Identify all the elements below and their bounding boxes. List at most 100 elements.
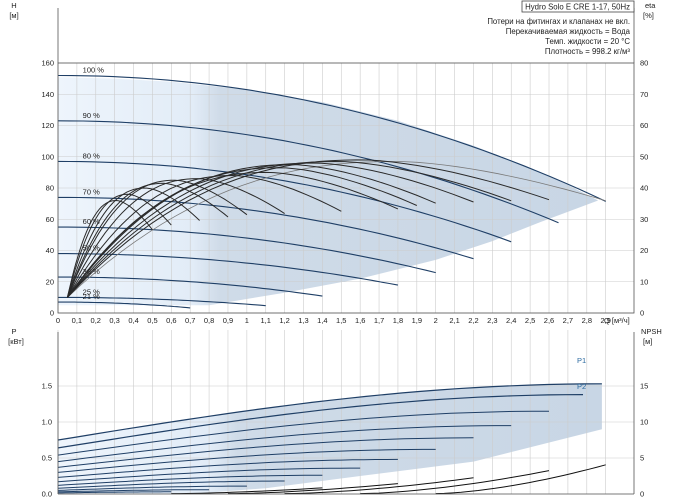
npsh-curve: [228, 483, 398, 495]
x-tick-label: 0,9: [223, 316, 233, 325]
x-tick-label: 1,4: [317, 316, 327, 325]
power-curve: [58, 383, 602, 441]
power-curve: [58, 485, 247, 491]
top-efficiency-curves: [66, 159, 606, 298]
x-tick-label: 1,6: [355, 316, 365, 325]
power-curve: [58, 410, 550, 456]
power-curve: [58, 467, 361, 483]
efficiency-curve: [66, 171, 399, 298]
speed-curve: [58, 120, 559, 224]
x-tick-label: 0,3: [109, 316, 119, 325]
power-curve: [58, 458, 398, 478]
speed-curve-label: 70 %: [83, 187, 100, 196]
y-tick-label: 0: [50, 309, 54, 318]
speed-curve-label: 80 %: [83, 151, 100, 160]
efficiency-curve: [66, 199, 153, 298]
x-tick-label: 2,3: [487, 316, 497, 325]
top-region-layer: [58, 77, 599, 306]
speed-curve: [58, 296, 266, 307]
series-label-p1: P1: [577, 356, 586, 365]
p-tick-label: 0.5: [42, 454, 52, 463]
power-curve: [58, 474, 323, 486]
x-axis-label: Q [м³/ч]: [604, 316, 630, 325]
power-curve: [58, 437, 474, 468]
x-tick-label: 0: [56, 316, 60, 325]
efficiency-curve: [66, 187, 200, 298]
x-tick-label: 1,9: [412, 316, 422, 325]
y2-tick-label: 70: [640, 90, 648, 99]
x-tick-label: 0,6: [166, 316, 176, 325]
power-curve: [58, 489, 210, 493]
x-tick-label: 0,7: [185, 316, 195, 325]
x-tick-label: 2,6: [544, 316, 554, 325]
info-title-box: [521, 0, 635, 13]
bottom-npsh-curves: [171, 464, 606, 495]
x-tick-label: 2,4: [506, 316, 516, 325]
x-tick-label: 2,2: [468, 316, 478, 325]
y2-tick-label: 60: [640, 121, 648, 130]
speed-curve: [58, 74, 606, 202]
x-tick-label: 0,4: [128, 316, 138, 325]
efficiency-curve: [66, 174, 342, 298]
p-axis-unit: [кВт]: [8, 337, 24, 346]
y-tick-label: 100: [41, 152, 54, 161]
speed-curve-label: 21 %: [83, 292, 100, 301]
npsh-curve: [360, 470, 550, 495]
y-tick-label: 140: [41, 90, 54, 99]
npsh-curve: [284, 477, 474, 495]
x-tick-label: 2,8: [582, 316, 592, 325]
speed-curve: [58, 226, 436, 274]
speed-curve: [58, 301, 191, 309]
speed-curve-label: 25 %: [83, 287, 100, 296]
npsh-tick-label: 10: [640, 418, 648, 427]
x-tick-label: 1,2: [279, 316, 289, 325]
x-tick-label: 1,8: [393, 316, 403, 325]
y-axis-unit-head: [м]: [9, 11, 18, 20]
npsh-axis-unit: [м]: [643, 337, 652, 346]
info-line-1: Потери на фитингах и клапанах не вкл.: [487, 17, 630, 26]
x-tick-label: 0,2: [91, 316, 101, 325]
speed-curve-label: 50 %: [83, 244, 100, 253]
y2-tick-label: 80: [640, 59, 648, 68]
power-curve: [58, 394, 584, 449]
p-tick-label: 1.5: [42, 382, 52, 391]
y-axis-label-head: H: [11, 1, 16, 10]
operating-region: [58, 77, 599, 306]
x-tick-label: 1: [245, 316, 249, 325]
info-title: Hydro Solo E CRE 1-17, 50Hz: [525, 3, 630, 12]
x-tick-label: 1,1: [261, 316, 271, 325]
y2-tick-label: 10: [640, 277, 648, 286]
npsh-tick-label: 5: [640, 454, 644, 463]
speed-curve: [58, 160, 512, 243]
y-tick-label: 80: [46, 184, 54, 193]
speed-curve: [58, 253, 399, 286]
series-label-p2: P2: [577, 382, 586, 391]
p-tick-label: 1.0: [42, 418, 52, 427]
efficiency-curve: [67, 164, 436, 298]
x-tick-label: 2,7: [563, 316, 573, 325]
power-curve: [58, 448, 436, 473]
x-tick-label: 2: [434, 316, 438, 325]
power-curve: [58, 480, 285, 489]
info-line-2: Перекачиваемая жидкость = Вода: [506, 27, 631, 36]
y2-tick-label: 30: [640, 215, 648, 224]
info-box: Hydro Solo E CRE 1-17, 50Hz Потери на фи…: [487, 0, 635, 56]
speed-curve-label: 100 %: [83, 66, 105, 75]
speed-curve-label: 90 %: [83, 111, 100, 120]
x-tick-label: 0,8: [204, 316, 214, 325]
efficiency-curve: [67, 162, 474, 298]
p-axis-label: P: [11, 327, 16, 336]
x-tick-label: 1,5: [336, 316, 346, 325]
y2-tick-label: 20: [640, 246, 648, 255]
y2-axis-label-eta: eta: [645, 1, 656, 10]
x-tick-label: 2,9: [600, 316, 610, 325]
top-axes: 0 20 40 60 80 100 120 140 160 0 10 20 30 40 50 60 70 80 0 0…: [41, 8, 648, 325]
y-tick-label: 40: [46, 246, 54, 255]
npsh-curve: [171, 487, 323, 495]
x-tick-label: 1,7: [374, 316, 384, 325]
y2-axis-unit-eta: [%]: [643, 11, 654, 20]
npsh-axis-label: NPSH: [641, 327, 662, 336]
npsh-tick-label: 15: [640, 382, 648, 391]
top-speed-curves: 100 %90 %80 %70 %60 %50 %38 %25 %21 %: [58, 66, 606, 309]
